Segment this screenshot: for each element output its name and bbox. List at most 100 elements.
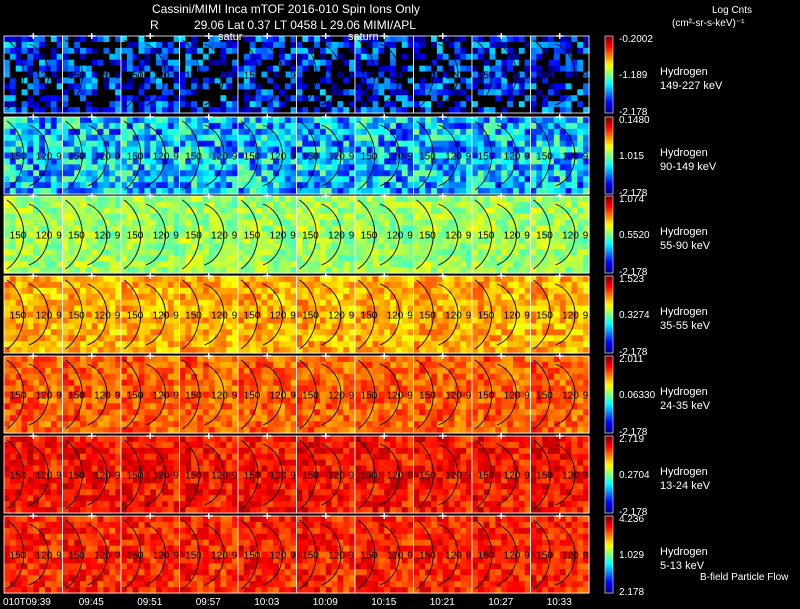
heatmap-cell <box>384 225 391 233</box>
heatmap-cell <box>173 213 181 221</box>
heatmap-cell <box>553 134 561 142</box>
heatmap-cell <box>442 255 450 262</box>
heatmap-cell <box>343 47 350 55</box>
heatmap-cell <box>50 249 58 256</box>
heatmap-cell <box>144 77 151 84</box>
heatmap-cell <box>220 335 227 342</box>
heatmap-cell <box>530 255 537 262</box>
heatmap-cell <box>4 201 11 209</box>
heatmap-cell <box>583 213 590 221</box>
heatmap-cell <box>27 276 34 283</box>
heatmap-cell <box>384 83 391 90</box>
heatmap-cell <box>208 249 216 256</box>
heatmap-cell <box>507 267 514 274</box>
heatmap-cell <box>284 293 292 301</box>
heatmap-cell <box>144 41 151 49</box>
heatmap-cell <box>460 140 467 148</box>
heatmap-cell <box>384 188 391 195</box>
heatmap-cell <box>355 59 362 67</box>
contour-label: 150 <box>185 71 202 82</box>
heatmap-cell <box>290 59 298 67</box>
heatmap-cell <box>489 47 496 55</box>
heatmap-cell <box>542 164 549 171</box>
contour-label: 120 <box>211 231 228 242</box>
heatmap-cell <box>39 41 46 49</box>
heatmap-cell <box>220 341 227 348</box>
heatmap-cell <box>401 158 409 165</box>
heatmap-cell <box>103 293 110 301</box>
heatmap-cell <box>56 152 64 160</box>
heatmap-cell <box>15 276 23 283</box>
heatmap-cell <box>454 213 461 221</box>
heatmap-cell <box>167 335 175 342</box>
heatmap-cell <box>80 77 87 84</box>
heatmap-cell <box>290 89 298 96</box>
heatmap-cell <box>255 255 262 262</box>
heatmap-cell <box>366 36 374 43</box>
heatmap-cell <box>577 164 584 171</box>
heatmap-cell <box>161 134 169 142</box>
heatmap-cell <box>366 176 374 183</box>
heatmap-cell <box>9 59 17 67</box>
heatmap-cell <box>436 219 444 227</box>
heatmap-cell <box>267 89 274 96</box>
heatmap-cell <box>138 207 145 215</box>
heatmap-cell <box>91 305 99 313</box>
heatmap-cell <box>208 170 216 177</box>
heatmap-cell <box>255 65 262 73</box>
heatmap-cell <box>518 89 526 96</box>
heatmap-cell <box>50 47 58 55</box>
heatmap-cell <box>121 207 128 215</box>
heatmap-cell <box>507 134 514 142</box>
heatmap-cell <box>197 323 204 330</box>
heatmap-cell <box>542 219 549 227</box>
heatmap-cell <box>214 243 222 250</box>
heatmap-cell <box>308 243 315 250</box>
heatmap-cell <box>413 158 420 165</box>
heatmap-cell <box>442 41 450 49</box>
heatmap-cell <box>442 65 450 73</box>
heatmap-cell <box>512 255 520 262</box>
heatmap-cell <box>232 101 239 108</box>
heatmap-cell <box>553 117 561 124</box>
heatmap-cell <box>214 311 222 319</box>
heatmap-cell <box>173 83 181 90</box>
contour-arc <box>28 283 49 346</box>
heatmap-cell <box>284 196 292 203</box>
contour-arc <box>555 43 576 106</box>
heatmap-cell <box>103 47 110 55</box>
heatmap-cell <box>50 225 58 233</box>
heatmap-cell <box>553 249 561 256</box>
heatmap-cell <box>577 140 584 148</box>
heatmap-cell <box>85 219 93 227</box>
heatmap-cell <box>197 170 204 177</box>
heatmap-cell <box>565 219 573 227</box>
heatmap-cell <box>466 41 473 49</box>
heatmap-cell <box>214 122 222 130</box>
heatmap-cell <box>109 281 116 289</box>
heatmap-cell <box>366 71 374 79</box>
heatmap-cell <box>583 237 590 244</box>
heatmap-cell <box>74 101 81 108</box>
heatmap-cell <box>191 140 198 148</box>
heatmap-cell <box>126 83 134 90</box>
heatmap-cell <box>372 53 379 61</box>
heatmap-cell <box>249 347 257 354</box>
heatmap-cell <box>472 170 479 177</box>
heatmap-cell <box>571 201 578 209</box>
heatmap-cell <box>50 77 58 84</box>
heatmap-cell <box>495 255 502 262</box>
heatmap-cell <box>132 182 140 189</box>
heatmap-cell <box>150 249 157 256</box>
heatmap-cell <box>44 299 52 307</box>
heatmap-cell <box>489 107 496 114</box>
heatmap-cell <box>173 276 181 283</box>
heatmap-cell <box>185 231 192 239</box>
heatmap-cell <box>68 152 75 160</box>
heatmap-cell <box>21 59 28 67</box>
heatmap-cell <box>132 152 140 160</box>
heatmap-cell <box>524 164 532 171</box>
heatmap-cell <box>390 225 397 233</box>
heatmap-cell <box>349 117 356 124</box>
heatmap-cell <box>565 59 573 67</box>
